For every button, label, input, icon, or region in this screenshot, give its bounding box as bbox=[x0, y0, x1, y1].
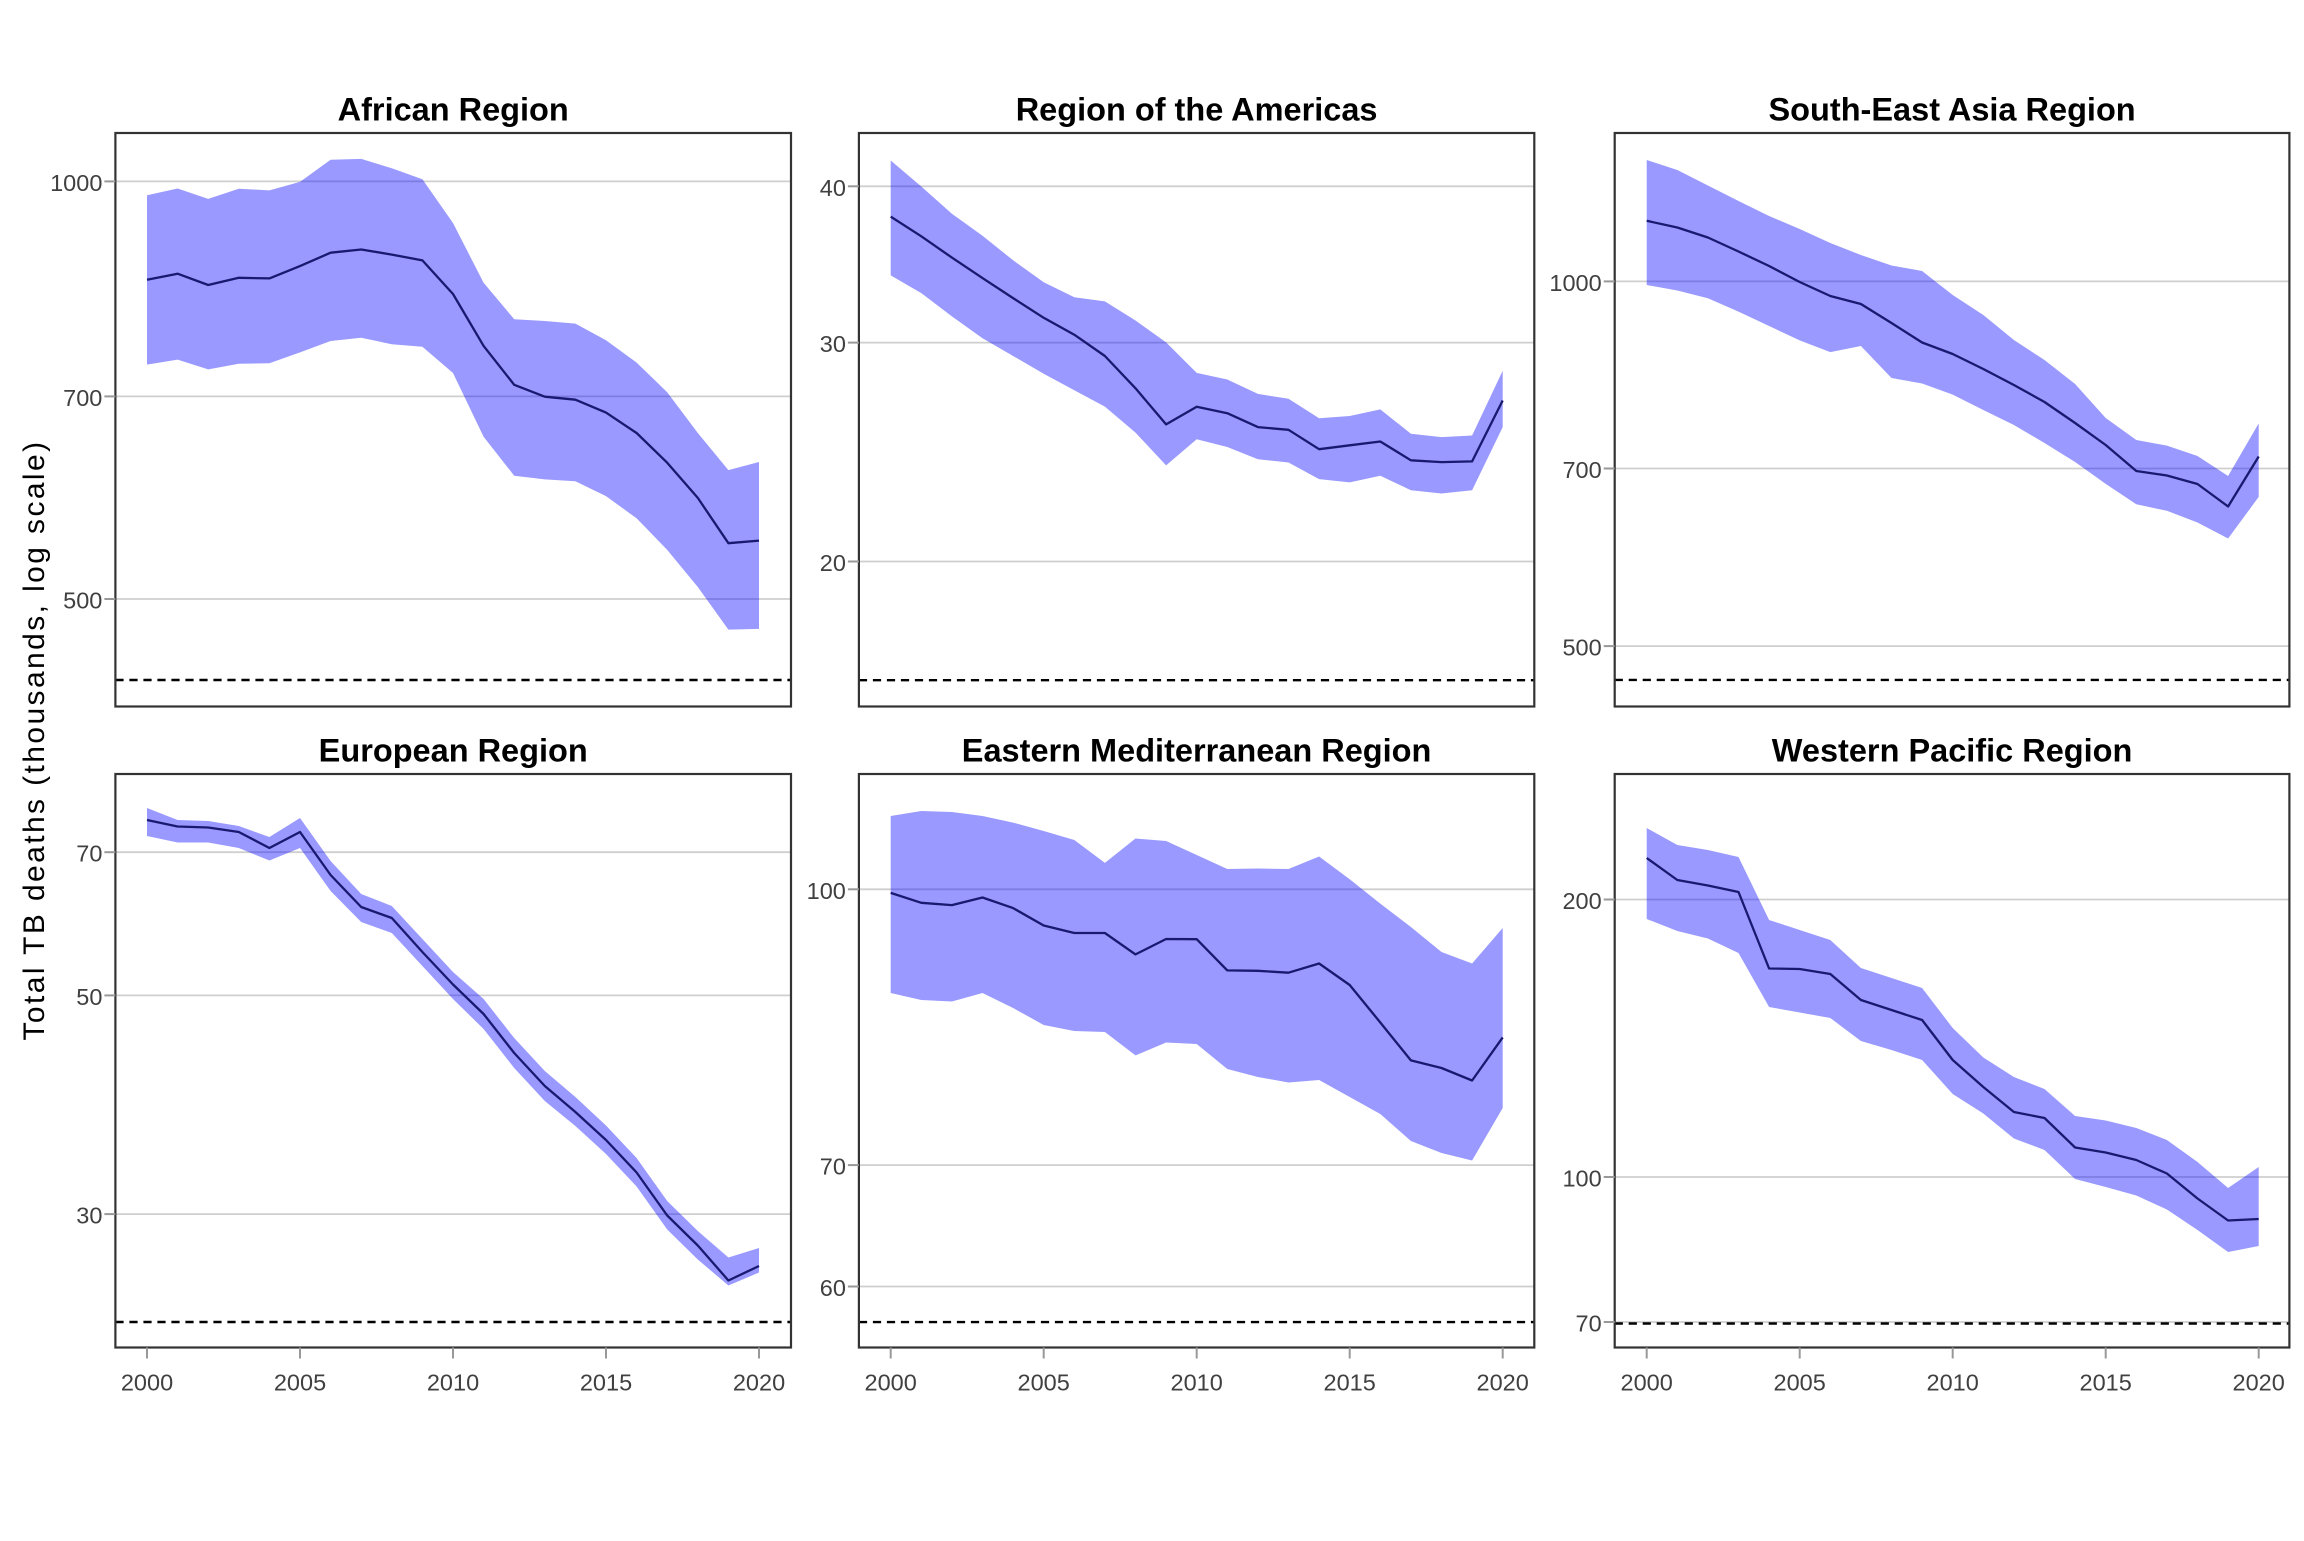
svg-text:2005: 2005 bbox=[274, 1370, 326, 1396]
svg-text:2010: 2010 bbox=[427, 1370, 479, 1396]
svg-text:2010: 2010 bbox=[1171, 1370, 1223, 1396]
svg-text:50: 50 bbox=[76, 984, 102, 1010]
svg-text:Region of the Americas: Region of the Americas bbox=[1016, 91, 1378, 127]
svg-text:500: 500 bbox=[1562, 635, 1601, 661]
svg-text:Total TB deaths (thousands, lo: Total TB deaths (thousands, log scale) bbox=[18, 440, 51, 1041]
svg-text:2015: 2015 bbox=[2080, 1370, 2132, 1396]
svg-text:2000: 2000 bbox=[865, 1370, 917, 1396]
svg-text:30: 30 bbox=[820, 331, 846, 357]
svg-text:2015: 2015 bbox=[580, 1370, 632, 1396]
svg-text:2010: 2010 bbox=[1927, 1370, 1979, 1396]
svg-text:Western Pacific Region: Western Pacific Region bbox=[1772, 732, 2133, 768]
svg-text:2000: 2000 bbox=[1621, 1370, 1673, 1396]
svg-text:1000: 1000 bbox=[50, 170, 102, 196]
svg-text:2020: 2020 bbox=[733, 1370, 785, 1396]
svg-text:700: 700 bbox=[63, 385, 102, 411]
svg-text:2005: 2005 bbox=[1018, 1370, 1070, 1396]
svg-text:100: 100 bbox=[807, 878, 846, 904]
svg-text:500: 500 bbox=[63, 588, 102, 614]
svg-text:2005: 2005 bbox=[1774, 1370, 1826, 1396]
svg-text:70: 70 bbox=[1576, 1311, 1602, 1337]
svg-text:700: 700 bbox=[1562, 457, 1601, 483]
svg-text:70: 70 bbox=[76, 841, 102, 867]
svg-text:70: 70 bbox=[820, 1154, 846, 1180]
svg-text:20: 20 bbox=[820, 550, 846, 576]
svg-text:200: 200 bbox=[1562, 888, 1601, 914]
svg-text:2020: 2020 bbox=[1477, 1370, 1529, 1396]
svg-text:2020: 2020 bbox=[2233, 1370, 2285, 1396]
svg-text:South-East Asia Region: South-East Asia Region bbox=[1769, 91, 2136, 127]
svg-text:60: 60 bbox=[820, 1275, 846, 1301]
svg-text:European Region: European Region bbox=[319, 732, 588, 768]
svg-text:30: 30 bbox=[76, 1203, 102, 1229]
svg-text:2000: 2000 bbox=[121, 1370, 173, 1396]
svg-text:African Region: African Region bbox=[338, 91, 569, 127]
svg-text:Eastern Mediterranean Region: Eastern Mediterranean Region bbox=[962, 732, 1432, 768]
svg-text:1000: 1000 bbox=[1549, 270, 1601, 296]
svg-text:2015: 2015 bbox=[1324, 1370, 1376, 1396]
svg-text:40: 40 bbox=[820, 175, 846, 201]
svg-text:100: 100 bbox=[1562, 1166, 1601, 1192]
